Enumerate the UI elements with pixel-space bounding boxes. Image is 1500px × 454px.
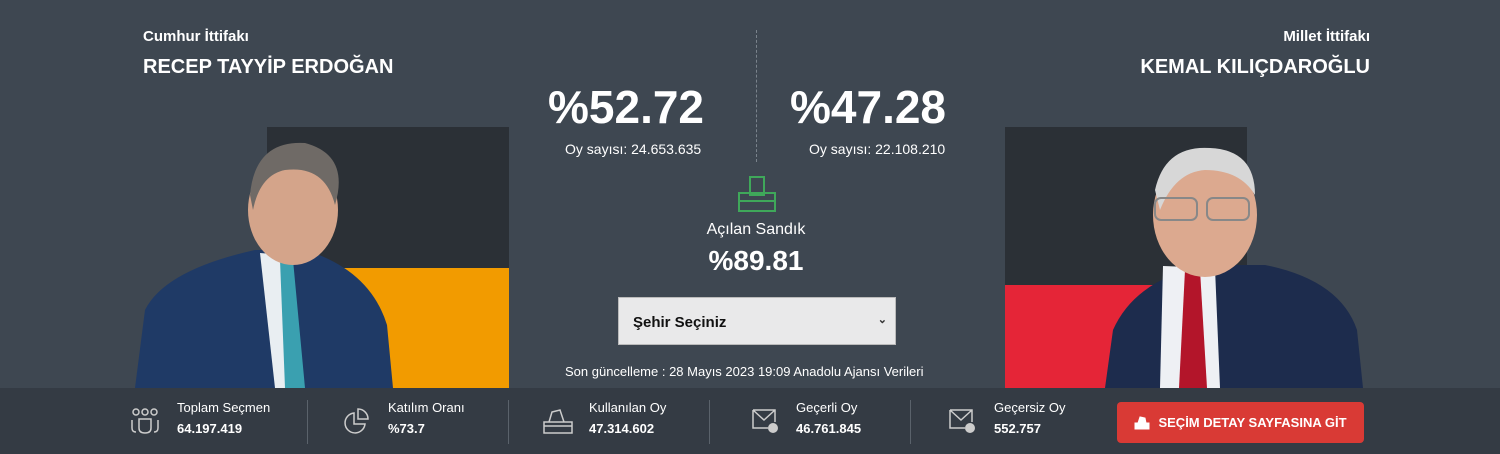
last-updated: Son güncelleme : 28 Mayıs 2023 19:09 Ana… — [565, 364, 924, 379]
election-detail-button[interactable]: SEÇİM DETAY SAYFASINA GİT — [1117, 402, 1364, 443]
center-divider — [756, 30, 757, 162]
right-candidate-photo — [1105, 147, 1363, 388]
ballot-box-icon — [543, 409, 573, 434]
right-vote-count: Oy sayısı: 22.108.210 — [809, 141, 946, 157]
left-percent: %52.72 — [548, 81, 705, 133]
right-candidate-name: KEMAL KILIÇDAROĞLU — [1140, 56, 1370, 78]
right-percent: %47.28 — [790, 81, 947, 133]
pie-chart-icon — [344, 408, 369, 434]
opened-ballot-value: %89.81 — [708, 245, 804, 276]
envelope-x-icon — [949, 409, 975, 433]
right-alliance: Millet İttifakı — [1283, 28, 1370, 45]
left-candidate-name: RECEP TAYYİP ERDOĞAN — [143, 56, 394, 78]
envelope-check-icon — [752, 409, 778, 433]
ballot-box-icon — [738, 176, 776, 212]
ballot-box-icon — [1134, 415, 1150, 429]
chevron-down-icon: ⌄ — [877, 314, 887, 326]
left-candidate-photo — [135, 142, 393, 388]
users-icon — [131, 408, 159, 434]
left-vote-count: Oy sayısı: 24.653.635 — [565, 141, 702, 157]
left-alliance: Cumhur İttifakı — [143, 28, 249, 45]
opened-ballot-label: Açılan Sandık — [706, 221, 806, 238]
city-select[interactable]: Şehir Seçiniz ⌄ — [618, 297, 896, 345]
city-select-value: Şehir Seçiniz — [633, 314, 727, 331]
